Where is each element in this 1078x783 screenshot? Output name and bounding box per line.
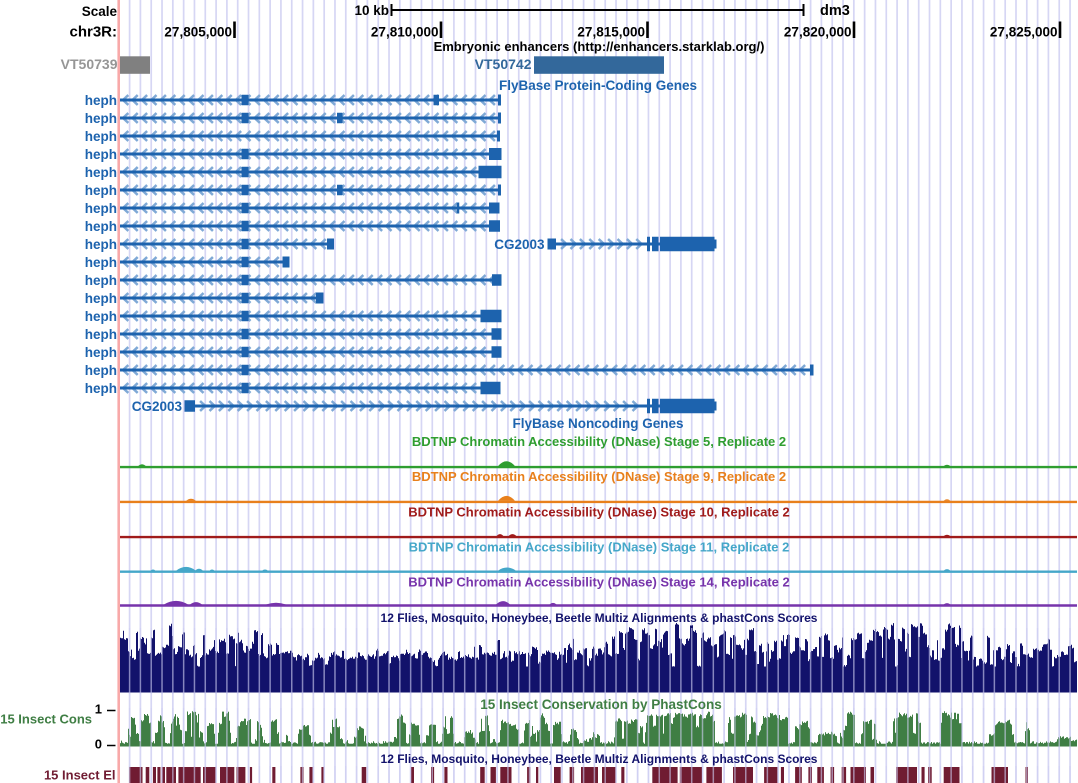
svg-text:CG2003: CG2003 xyxy=(494,237,545,252)
svg-text:15 Insect Conservation by Phas: 15 Insect Conservation by PhastCons xyxy=(480,697,722,712)
svg-text:heph: heph xyxy=(85,129,117,144)
svg-text:heph: heph xyxy=(85,201,117,216)
svg-text:heph: heph xyxy=(85,111,117,126)
svg-text:FlyBase Noncoding Genes: FlyBase Noncoding Genes xyxy=(512,416,683,431)
svg-text:Embryonic enhancers (http://en: Embryonic enhancers (http://enhancers.st… xyxy=(434,39,765,54)
svg-text:1: 1 xyxy=(95,702,102,717)
svg-text:chr3R:: chr3R: xyxy=(69,24,117,41)
svg-text:VT50742: VT50742 xyxy=(475,56,532,72)
svg-text:VT50739: VT50739 xyxy=(61,56,118,72)
svg-text:dm3: dm3 xyxy=(820,3,850,19)
svg-text:27,815,000: 27,815,000 xyxy=(577,25,645,40)
svg-text:BDTNP Chromatin Accessibility: BDTNP Chromatin Accessibility (DNase) St… xyxy=(408,504,789,519)
svg-text:heph: heph xyxy=(85,381,117,396)
svg-text:10 kb: 10 kb xyxy=(354,3,389,18)
svg-text:0: 0 xyxy=(95,737,102,752)
svg-text:BDTNP Chromatin Accessibility: BDTNP Chromatin Accessibility (DNase) St… xyxy=(412,434,786,449)
svg-text:heph: heph xyxy=(85,363,117,378)
svg-text:heph: heph xyxy=(85,273,117,288)
svg-text:heph: heph xyxy=(85,93,117,108)
svg-text:heph: heph xyxy=(85,291,117,306)
svg-text:heph: heph xyxy=(85,327,117,342)
svg-text:heph: heph xyxy=(85,165,117,180)
svg-text:27,805,000: 27,805,000 xyxy=(164,25,232,40)
svg-text:heph: heph xyxy=(85,255,117,270)
svg-text:27,810,000: 27,810,000 xyxy=(371,25,439,40)
svg-text:12 Flies, Mosquito, Honeybee,: 12 Flies, Mosquito, Honeybee, Beetle Mul… xyxy=(381,611,818,625)
svg-text:FlyBase Protein-Coding Genes: FlyBase Protein-Coding Genes xyxy=(499,78,697,93)
svg-text:12 Flies, Mosquito, Honeybee,: 12 Flies, Mosquito, Honeybee, Beetle Mul… xyxy=(381,752,818,766)
svg-text:heph: heph xyxy=(85,183,117,198)
svg-text:heph: heph xyxy=(85,147,117,162)
svg-text:15 Insect Cons: 15 Insect Cons xyxy=(0,712,92,727)
svg-text:heph: heph xyxy=(85,345,117,360)
svg-text:27,825,000: 27,825,000 xyxy=(990,25,1058,40)
svg-text:heph: heph xyxy=(85,309,117,324)
svg-text:BDTNP Chromatin Accessibility: BDTNP Chromatin Accessibility (DNase) St… xyxy=(412,469,786,484)
svg-text:15 Insect El: 15 Insect El xyxy=(44,768,116,783)
svg-text:CG2003: CG2003 xyxy=(132,399,183,414)
svg-text:heph: heph xyxy=(85,219,117,234)
svg-text:BDTNP Chromatin Accessibility: BDTNP Chromatin Accessibility (DNase) St… xyxy=(409,540,790,555)
svg-text:BDTNP Chromatin Accessibility: BDTNP Chromatin Accessibility (DNase) St… xyxy=(408,575,789,590)
svg-text:heph: heph xyxy=(85,237,117,252)
svg-text:27,820,000: 27,820,000 xyxy=(784,25,852,40)
svg-text:Scale: Scale xyxy=(82,4,118,19)
